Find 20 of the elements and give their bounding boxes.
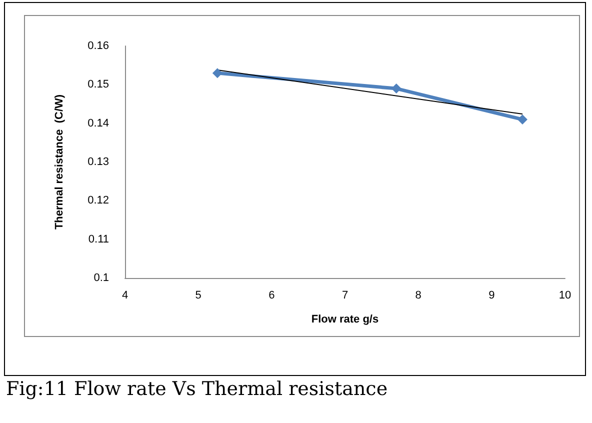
x-tick-label: 9 (488, 290, 495, 302)
x-axis-title: Flow rate g/s (311, 314, 379, 326)
x-tick-label: 4 (122, 290, 128, 302)
y-tick-label: 0.13 (88, 156, 109, 168)
y-axis-title: Thermal resistance (C/W) (54, 94, 66, 230)
x-tick-label: 6 (268, 290, 275, 302)
y-tick-label: 0.15 (88, 78, 109, 91)
y-tick-label: 0.14 (88, 117, 109, 130)
x-tick-label: 8 (415, 290, 422, 302)
y-tick-label: 0.11 (88, 233, 109, 246)
point (517, 114, 528, 124)
text: Fig:11 Flow rate Vs Thermal resistance (6, 378, 388, 400)
x-tick-label: 5 (195, 290, 202, 302)
x-tick-label: 7 (342, 290, 348, 302)
y-tick-label: 0.12 (88, 194, 109, 207)
point (212, 68, 222, 78)
point (391, 84, 402, 94)
y-tick-label: 0.1 (94, 272, 109, 284)
y-tick-label: 0.16 (88, 40, 109, 52)
x-tick-label: 10 (558, 290, 572, 302)
